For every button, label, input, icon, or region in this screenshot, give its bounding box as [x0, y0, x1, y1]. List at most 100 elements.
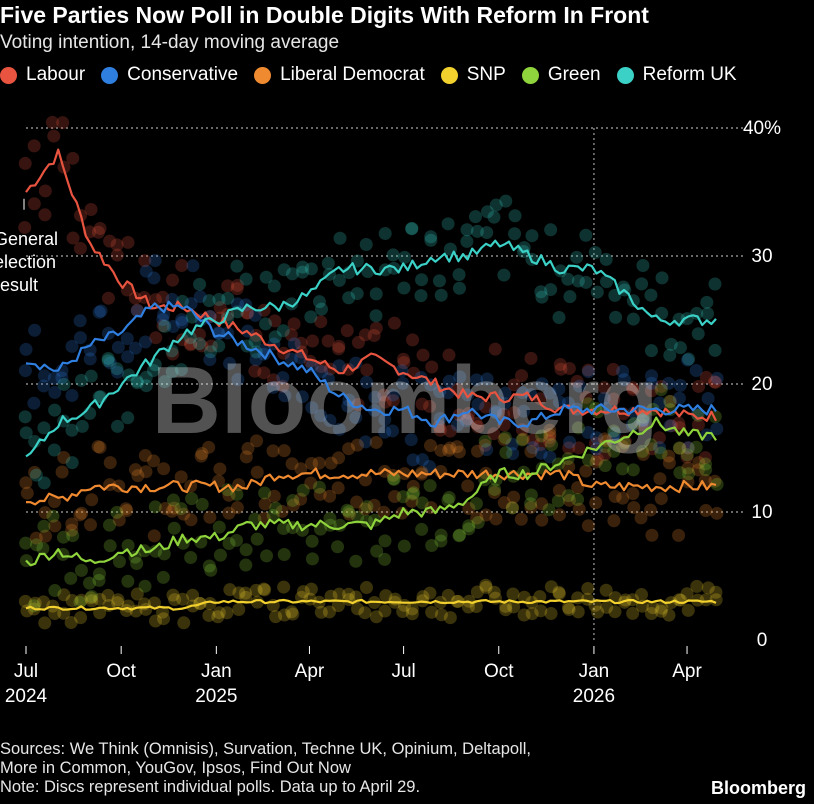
poll-disc [545, 438, 559, 452]
poll-disc [598, 459, 612, 473]
poll-disc [415, 467, 429, 481]
poll-disc [101, 291, 115, 305]
x-tick-label: Jul [14, 661, 38, 682]
poll-disc [103, 539, 117, 553]
poll-disc [177, 616, 191, 630]
y-axis: 0 10 20 30 40% [743, 118, 781, 651]
poll-disc [654, 379, 668, 393]
legend-label: Conservative [127, 64, 239, 85]
poll-disc [111, 340, 125, 354]
poll-disc [27, 139, 41, 153]
poll-disc [590, 431, 604, 445]
poll-disc [55, 465, 69, 479]
poll-disc [552, 508, 566, 522]
poll-disc [579, 275, 593, 289]
poll-disc [644, 288, 658, 302]
poll-disc [349, 411, 363, 425]
poll-disc [462, 519, 476, 533]
x-tick-label: Apr [672, 661, 702, 682]
poll-disc [367, 328, 381, 342]
poll-disc [64, 571, 78, 585]
poll-disc [130, 556, 144, 570]
poll-disc [525, 229, 539, 243]
poll-disc [434, 534, 448, 548]
poll-disc [405, 222, 419, 236]
poll-disc [471, 516, 485, 530]
poll-disc [203, 597, 217, 611]
poll-disc [37, 369, 51, 383]
poll-disc [506, 447, 520, 461]
poll-disc [93, 221, 107, 235]
poll-disc [184, 338, 198, 352]
poll-disc [561, 489, 575, 503]
series-lines [25, 148, 717, 611]
poll-disc [517, 404, 531, 418]
poll-disc [441, 493, 455, 507]
poll-disc [470, 373, 484, 387]
poll-disc [397, 539, 411, 553]
poll-disc [332, 342, 346, 356]
x-year-label: 2024 [5, 686, 48, 707]
poll-disc [710, 506, 724, 520]
poll-disc [340, 503, 354, 517]
poll-disc [91, 225, 105, 239]
poll-disc [294, 492, 308, 506]
poll-disc [386, 394, 400, 408]
poll-disc [103, 518, 117, 532]
series-line-liberal-democrat [25, 467, 717, 506]
poll-disc [38, 616, 52, 630]
poll-disc [452, 445, 466, 459]
poll-disc [55, 364, 69, 378]
poll-disc [19, 536, 33, 550]
poll-disc [525, 607, 539, 621]
poll-disc [276, 324, 290, 338]
poll-disc [423, 479, 437, 493]
poll-disc [20, 486, 34, 500]
poll-disc [450, 418, 464, 432]
poll-disc [305, 334, 319, 348]
poll-disc [258, 497, 272, 511]
poll-disc [167, 521, 181, 535]
poll-disc [110, 248, 124, 262]
poll-disc [158, 375, 172, 389]
poll-disc [266, 380, 280, 394]
x-year-label: 2025 [195, 686, 237, 707]
x-tick-label: Jan [201, 661, 232, 682]
poll-disc [351, 335, 365, 349]
poll-disc [220, 606, 234, 620]
poll-disc [305, 401, 319, 415]
poll-disc [259, 317, 273, 331]
poll-disc [571, 421, 585, 435]
poll-disc [479, 578, 493, 592]
poll-disc [268, 330, 282, 344]
poll-disc [202, 294, 216, 308]
poll-disc [405, 494, 419, 508]
poll-disc [230, 259, 244, 273]
poll-disc [139, 465, 153, 479]
poll-disc [315, 365, 329, 379]
poll-disc [223, 356, 237, 370]
y-tick-label: 20 [751, 374, 772, 395]
poll-disc [305, 552, 319, 566]
poll-disc [230, 533, 244, 547]
poll-disc [276, 379, 290, 393]
poll-disc [386, 424, 400, 438]
poll-disc [174, 470, 188, 484]
poll-disc [193, 290, 207, 304]
annotation-text: General [0, 229, 58, 249]
poll-disc [543, 386, 557, 400]
poll-disc [701, 581, 715, 595]
poll-disc [552, 395, 566, 409]
poll-disc [165, 344, 179, 358]
poll-disc [378, 425, 392, 439]
poll-disc [616, 491, 630, 505]
poll-disc [57, 377, 71, 391]
poll-disc [257, 347, 271, 361]
poll-disc [543, 430, 557, 444]
poll-disc [359, 435, 373, 449]
poll-disc [239, 272, 253, 286]
poll-disc [194, 449, 208, 463]
poll-disc [175, 259, 189, 273]
poll-disc [111, 365, 125, 379]
poll-disc [57, 588, 71, 602]
